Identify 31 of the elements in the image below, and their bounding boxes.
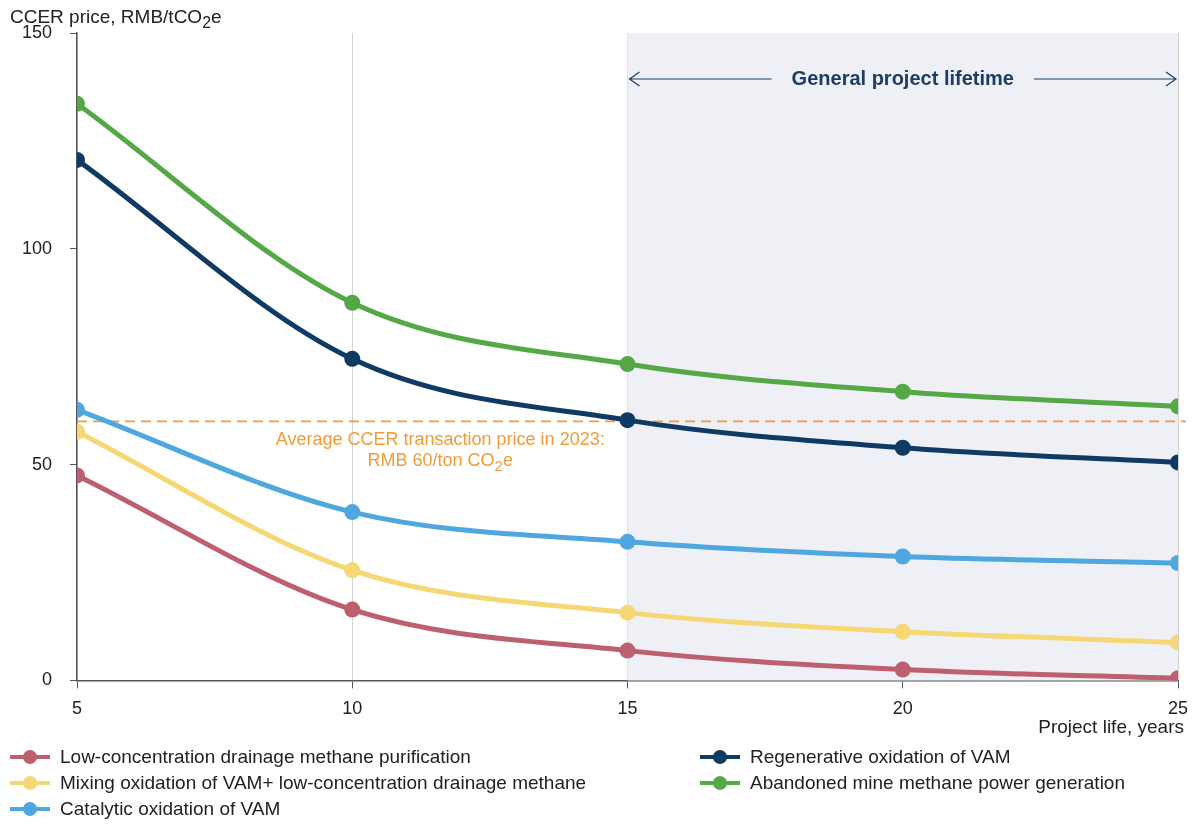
point (619, 533, 636, 550)
x-tick-label: 20 (892, 698, 913, 719)
point (344, 562, 361, 579)
x-tick-label: 15 (617, 698, 638, 719)
ref-line-label: Average CCER transaction price in 2023: RMB 60/ton CO$_{2}$e (275, 429, 605, 475)
legend-label: Regenerative oxidation of VAM (750, 746, 1011, 768)
legend-label: Mixing oxidation of VAM+ low-concentration drainage methane (60, 772, 587, 794)
y-tick-label: 0 (41, 669, 52, 690)
point (344, 601, 361, 618)
x-axis-title: Project life, years (1038, 716, 1184, 738)
y-tick-label: 100 (21, 237, 52, 258)
point (619, 412, 636, 429)
legend-label: Abandoned mine methane power generation (750, 772, 1125, 794)
point (619, 356, 636, 373)
point (894, 623, 911, 640)
x-tick-label: 25 (1167, 698, 1189, 719)
point (894, 439, 911, 456)
legend-label: Low-concentration drainage methane purification (60, 746, 471, 768)
point (894, 548, 911, 565)
point (344, 294, 361, 311)
point (344, 504, 361, 521)
point (344, 350, 361, 367)
y-tick-label: 50 (31, 453, 52, 474)
band-label: General project lifetime (791, 66, 1014, 89)
point (619, 604, 636, 621)
x-tick-label: 5 (71, 698, 83, 719)
point (894, 661, 911, 678)
point (894, 383, 911, 400)
x-tick-label: 10 (342, 698, 363, 719)
point (619, 642, 636, 659)
legend-label: Catalytic oxidation of VAM (60, 798, 281, 820)
